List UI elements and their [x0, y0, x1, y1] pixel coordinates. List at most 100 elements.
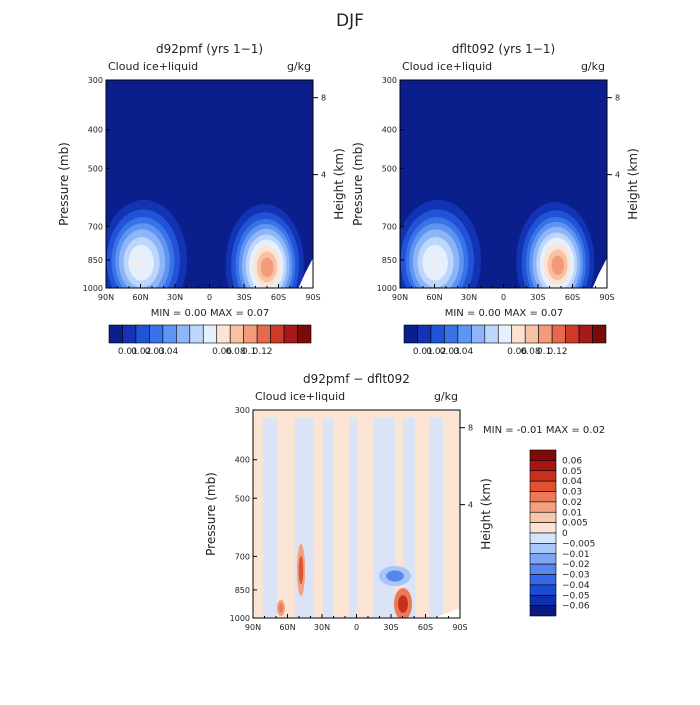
- height-tick-label: 8: [321, 94, 326, 103]
- y-tick-label: 1000: [230, 614, 250, 623]
- contour-level: [260, 257, 274, 277]
- contour-field: [263, 418, 460, 618]
- colorbar-swatch: [529, 460, 557, 472]
- y-tick-label: 500: [88, 164, 103, 173]
- y-tick-label: 500: [382, 164, 397, 173]
- contour-field: [106, 199, 313, 288]
- colorbar-swatch: [297, 324, 312, 344]
- y-tick-label: 300: [382, 76, 397, 85]
- units-label: g/kg: [287, 60, 311, 73]
- colorbar-label: 0.06: [507, 347, 527, 357]
- right-axis-label: Height (km): [332, 148, 346, 219]
- colorbar-swatch: [457, 324, 472, 344]
- y-tick-label: 1000: [377, 284, 397, 293]
- height-tick-label: 4: [468, 501, 473, 510]
- terrain-mask: [298, 258, 313, 288]
- field-label: Cloud ice+liquid: [108, 60, 198, 73]
- colorbar-swatch: [538, 324, 553, 344]
- panel-title: d92pmf (yrs 1−1): [156, 42, 263, 56]
- terrain-mask: [433, 608, 460, 618]
- colorbar-label: 0.02: [131, 347, 151, 357]
- colorbar-swatch: [189, 324, 204, 344]
- panel-d92pmf: d92pmf (yrs 1−1) Cloud ice+liquid g/kg 90N 6…: [57, 42, 346, 357]
- x-tick-label: 30N: [167, 293, 183, 302]
- y-tick-label: 700: [235, 552, 250, 561]
- x-tick-label: 0: [354, 623, 359, 632]
- negative-band: [429, 418, 443, 618]
- y-tick-label: 1000: [83, 284, 103, 293]
- colorbar-label: 0.01: [562, 508, 582, 518]
- right-axis-label: Height (km): [626, 148, 640, 219]
- field-label: Cloud ice+liquid: [255, 390, 345, 403]
- colorbar-label: 0.02: [426, 347, 446, 357]
- y-axis-label: Pressure (mb): [204, 472, 218, 556]
- x-tick-label: 90S: [452, 623, 467, 632]
- x-tick-label: 60S: [565, 293, 580, 302]
- y-tick-label: 400: [235, 456, 250, 465]
- panel-title: d92pmf − dflt092: [303, 372, 410, 386]
- y-tick-label: 850: [235, 586, 250, 595]
- right-axis-label: Height (km): [479, 478, 493, 549]
- colorbar-swatch: [403, 324, 418, 344]
- colorbar-swatch: [497, 324, 513, 344]
- x-tick-label: 30S: [236, 293, 251, 302]
- height-tick-label: 4: [615, 171, 620, 180]
- colorbar-label: 0.06: [212, 347, 232, 357]
- colorbar-swatch: [529, 574, 557, 586]
- colorbar-swatch: [524, 324, 539, 344]
- x-tick-label: 60N: [132, 293, 148, 302]
- colorbar-swatch: [529, 449, 557, 461]
- colorbar-swatch: [529, 501, 557, 513]
- contour-level: [386, 570, 404, 582]
- colorbar-swatch: [529, 553, 557, 565]
- height-tick-label: 8: [615, 94, 620, 103]
- y-tick-label: 700: [382, 222, 397, 231]
- y-tick-label: 400: [382, 126, 397, 135]
- colorbar-swatch: [529, 491, 557, 503]
- colorbar-swatch: [529, 511, 557, 523]
- negative-band: [295, 418, 313, 618]
- colorbar-swatch: [529, 594, 557, 606]
- colorbar-swatch: [529, 470, 557, 482]
- min-max-readout: MIN = 0.00 MAX = 0.07: [151, 308, 270, 319]
- contour-level: [278, 603, 284, 613]
- colorbar-swatch: [529, 584, 557, 596]
- y-tick-label: 850: [88, 256, 103, 265]
- colorbar-swatch: [484, 324, 499, 344]
- negative-band: [403, 418, 415, 618]
- colorbar-swatch: [592, 324, 607, 344]
- x-tick-label: 90N: [392, 293, 408, 302]
- colorbar-swatch: [471, 324, 486, 344]
- x-tick-label: 60N: [279, 623, 295, 632]
- x-tick-label: 30N: [314, 623, 330, 632]
- x-tick-label: 60N: [426, 293, 442, 302]
- panel-dflt092: dflt092 (yrs 1−1) Cloud ice+liquid g/kg 90N…: [351, 42, 640, 357]
- colorbar-label: 0.03: [440, 347, 460, 357]
- colorbar-swatch: [417, 324, 432, 344]
- colorbar-swatch: [162, 324, 177, 344]
- colorbar-label: 0.01: [413, 347, 433, 357]
- colorbar-label: −0.03: [562, 571, 590, 581]
- colorbar-label: 0.005: [562, 519, 588, 529]
- x-tick-label: 60S: [271, 293, 286, 302]
- colorbar-label: −0.06: [562, 602, 590, 612]
- contour-level: [398, 595, 408, 613]
- contour-level: [137, 261, 142, 266]
- colorbar-label: 0.03: [562, 488, 582, 498]
- colorbar-swatch: [529, 605, 557, 617]
- colorbar-swatch: [108, 324, 123, 344]
- colorbar-label: 0.08: [226, 347, 246, 357]
- colorbar-label: 0.12: [547, 347, 567, 357]
- y-tick-label: 850: [382, 256, 397, 265]
- colorbar-label: 0.03: [145, 347, 165, 357]
- terrain-mask: [592, 258, 607, 288]
- contour-level: [298, 555, 304, 585]
- x-tick-label: 30S: [530, 293, 545, 302]
- colorbar-label: 0.06: [562, 456, 582, 466]
- x-tick-label: 90N: [245, 623, 261, 632]
- colorbar-swatch: [444, 324, 459, 344]
- contour-level: [431, 261, 436, 266]
- y-tick-label: 300: [235, 406, 250, 415]
